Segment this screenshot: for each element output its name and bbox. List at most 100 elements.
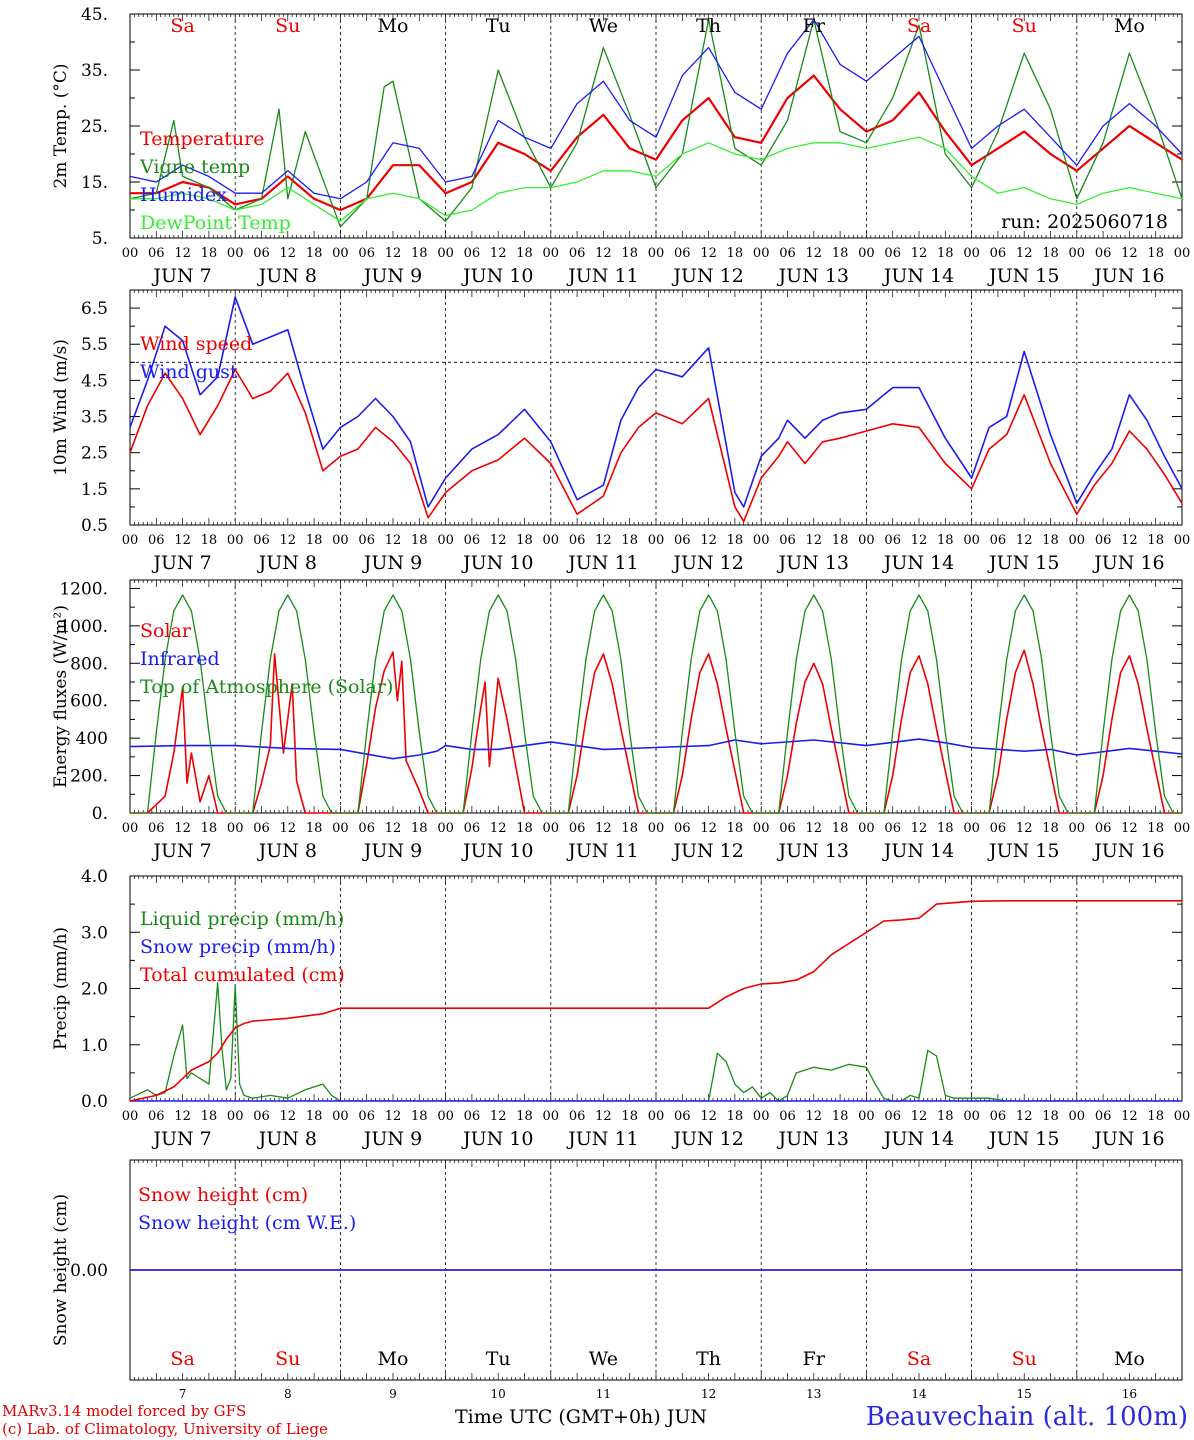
date-label: JUN 8 [257, 840, 317, 862]
day-number-label: 16 [1122, 1387, 1137, 1401]
hour-tick-label: 18 [516, 246, 533, 261]
y-tick-label: 600. [70, 692, 108, 712]
date-label: JUN 12 [671, 265, 743, 287]
date-label: JUN 7 [151, 840, 211, 862]
hour-tick-label: 00 [437, 533, 454, 548]
date-label: JUN 9 [362, 552, 422, 574]
y-tick-label: 0.00 [70, 1261, 108, 1281]
legend-entry: Total cumulated (cm) [140, 964, 345, 986]
y-tick-label: 0.0 [81, 1092, 108, 1112]
day-number-label: 14 [911, 1387, 927, 1401]
hour-tick-label: 18 [306, 246, 323, 261]
hour-tick-label: 12 [490, 821, 507, 836]
day-number-label: 9 [389, 1387, 397, 1401]
hour-tick-label: 00 [963, 1109, 980, 1124]
legend-entry: Solar [140, 620, 192, 642]
day-of-week-label: Mo [378, 1348, 409, 1370]
legend-entry: Wind gust [140, 361, 238, 383]
hour-tick-label: 00 [227, 1109, 244, 1124]
day-number-label: 7 [179, 1387, 187, 1401]
y-tick-label: 1.5 [81, 480, 108, 500]
time-axis-text: Time UTC (GMT+0h) [455, 1406, 661, 1428]
hour-tick-label: 12 [806, 246, 823, 261]
hour-tick-label: 12 [1016, 246, 1033, 261]
y-tick-label: 2.0 [81, 980, 108, 1000]
time-axis-month: JUN [666, 1406, 708, 1428]
hour-tick-label: 12 [385, 246, 402, 261]
hour-tick-label: 06 [569, 246, 586, 261]
hour-tick-label: 00 [332, 246, 349, 261]
hour-tick-label: 00 [858, 246, 875, 261]
hour-tick-label: 18 [937, 533, 954, 548]
hour-tick-label: 18 [306, 1109, 323, 1124]
series-line [129, 899, 1182, 1102]
day-of-week-label: Tu [486, 1348, 511, 1370]
hour-tick-label: 06 [779, 1109, 796, 1124]
hour-tick-label: 18 [411, 1109, 428, 1124]
y-tick-label: 200. [70, 767, 108, 787]
hour-tick-label: 18 [937, 821, 954, 836]
hour-tick-label: 18 [621, 1109, 638, 1124]
hour-tick-label: 12 [911, 1109, 928, 1124]
hour-tick-label: 00 [227, 246, 244, 261]
hour-tick-label: 00 [122, 533, 139, 548]
day-of-week-label: Mo [1114, 15, 1145, 37]
date-label: JUN 10 [461, 1128, 533, 1150]
series-line [129, 18, 1183, 200]
y-axis-label: 10m Wind (m/s) [51, 339, 71, 476]
y-axis-label: Snow height (cm) [51, 1194, 71, 1346]
date-label: JUN 9 [362, 840, 422, 862]
hour-tick-label: 12 [595, 246, 612, 261]
hour-tick-label: 06 [148, 821, 165, 836]
hour-tick-label: 00 [753, 821, 770, 836]
date-label: JUN 16 [1092, 265, 1164, 287]
series-line [129, 368, 1183, 523]
hour-tick-label: 12 [700, 246, 717, 261]
legend-entry: Temperature [140, 128, 264, 150]
hour-tick-label: 00 [1069, 533, 1086, 548]
hour-tick-label: 00 [332, 821, 349, 836]
hour-tick-label: 06 [779, 821, 796, 836]
hour-tick-label: 12 [700, 1109, 717, 1124]
date-label: JUN 7 [151, 552, 211, 574]
hour-tick-label: 06 [148, 246, 165, 261]
hour-tick-label: 12 [1016, 821, 1033, 836]
hour-tick-label: 18 [306, 821, 323, 836]
hour-tick-label: 18 [832, 533, 849, 548]
hour-tick-label: 06 [990, 246, 1007, 261]
legend-entry: DewPoint Temp [140, 212, 291, 234]
legend-entry: Liquid precip (mm/h) [140, 908, 344, 930]
series-line [129, 296, 1183, 508]
hour-tick-label: 06 [253, 821, 270, 836]
hour-tick-label: 00 [543, 821, 560, 836]
hour-tick-label: 00 [227, 821, 244, 836]
hour-tick-label: 18 [201, 1109, 218, 1124]
hour-tick-label: 06 [779, 533, 796, 548]
day-number-label: 11 [596, 1387, 611, 1401]
series-line [129, 982, 1182, 1102]
y-tick-label: 3.0 [81, 923, 108, 943]
y-tick-label: 6.5 [81, 299, 108, 319]
date-label: JUN 12 [671, 552, 743, 574]
hour-tick-label: 18 [832, 1109, 849, 1124]
y-tick-label: 5.5 [81, 335, 108, 355]
hour-tick-label: 12 [1121, 821, 1138, 836]
y-tick-label: 0.5 [81, 516, 108, 536]
day-of-week-label: Fr [803, 15, 826, 37]
series-line [130, 649, 1182, 814]
date-label: JUN 16 [1092, 552, 1164, 574]
hour-tick-label: 00 [1174, 533, 1191, 548]
day-of-week-label: Th [696, 15, 721, 37]
hour-tick-label: 06 [1095, 246, 1112, 261]
hour-tick-label: 18 [937, 246, 954, 261]
day-of-week-label: Sa [907, 15, 931, 37]
y-tick-label: 1200. [59, 579, 108, 599]
day-number-label: 10 [491, 1387, 506, 1401]
hour-tick-label: 12 [1016, 1109, 1033, 1124]
hour-tick-label: 12 [174, 246, 191, 261]
hour-tick-label: 06 [253, 246, 270, 261]
day-of-week-label: Fr [803, 1348, 826, 1370]
hour-tick-label: 18 [1042, 246, 1059, 261]
date-label: JUN 11 [566, 1128, 638, 1150]
hour-tick-label: 12 [280, 1109, 297, 1124]
